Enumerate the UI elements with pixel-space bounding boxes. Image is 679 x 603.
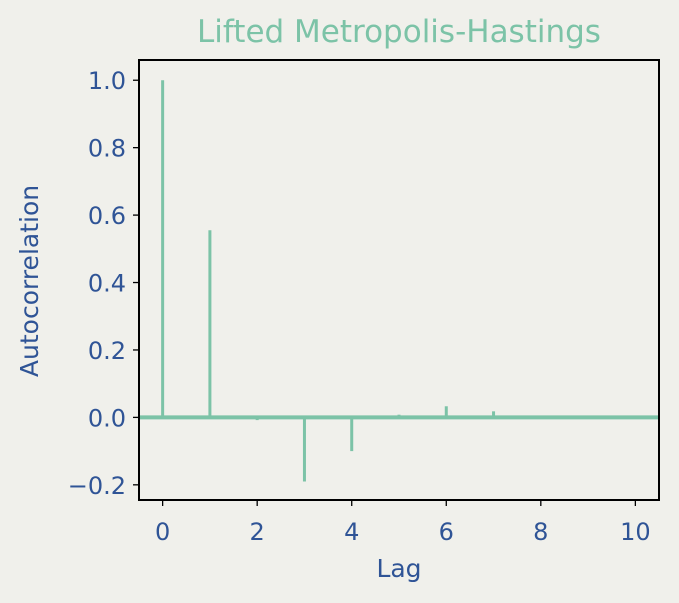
x-tick-label: 4 [344, 518, 359, 546]
x-tick-label: 6 [439, 518, 454, 546]
plot-area-frame [138, 59, 660, 501]
y-axis-ticks: −0.2 0.0 0.2 0.4 0.6 0.8 1.0 [68, 67, 139, 500]
y-tick-label: 0.4 [88, 270, 126, 298]
y-axis-label: Autocorrelation [15, 185, 44, 377]
chart-title: Lifted Metropolis-Hastings [197, 14, 601, 50]
y-tick-label: 0.2 [88, 337, 126, 365]
x-tick-label: 8 [533, 518, 548, 546]
x-axis-label: Lag [376, 554, 421, 583]
y-tick-label: −0.2 [68, 472, 126, 500]
x-axis-ticks: 0 2 4 6 8 10 [155, 500, 651, 546]
chart-marks [139, 80, 659, 482]
y-tick-label: 0.8 [88, 135, 126, 163]
x-tick-label: 0 [155, 518, 170, 546]
x-tick-label: 2 [250, 518, 265, 546]
x-tick-label: 10 [620, 518, 651, 546]
y-tick-label: 0.6 [88, 202, 126, 230]
y-tick-label: 0.0 [88, 404, 126, 432]
y-tick-label: 1.0 [88, 67, 126, 95]
